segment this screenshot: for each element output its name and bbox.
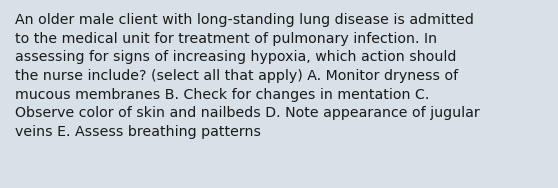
- Text: An older male client with long-standing lung disease is admitted
to the medical : An older male client with long-standing …: [15, 13, 480, 139]
